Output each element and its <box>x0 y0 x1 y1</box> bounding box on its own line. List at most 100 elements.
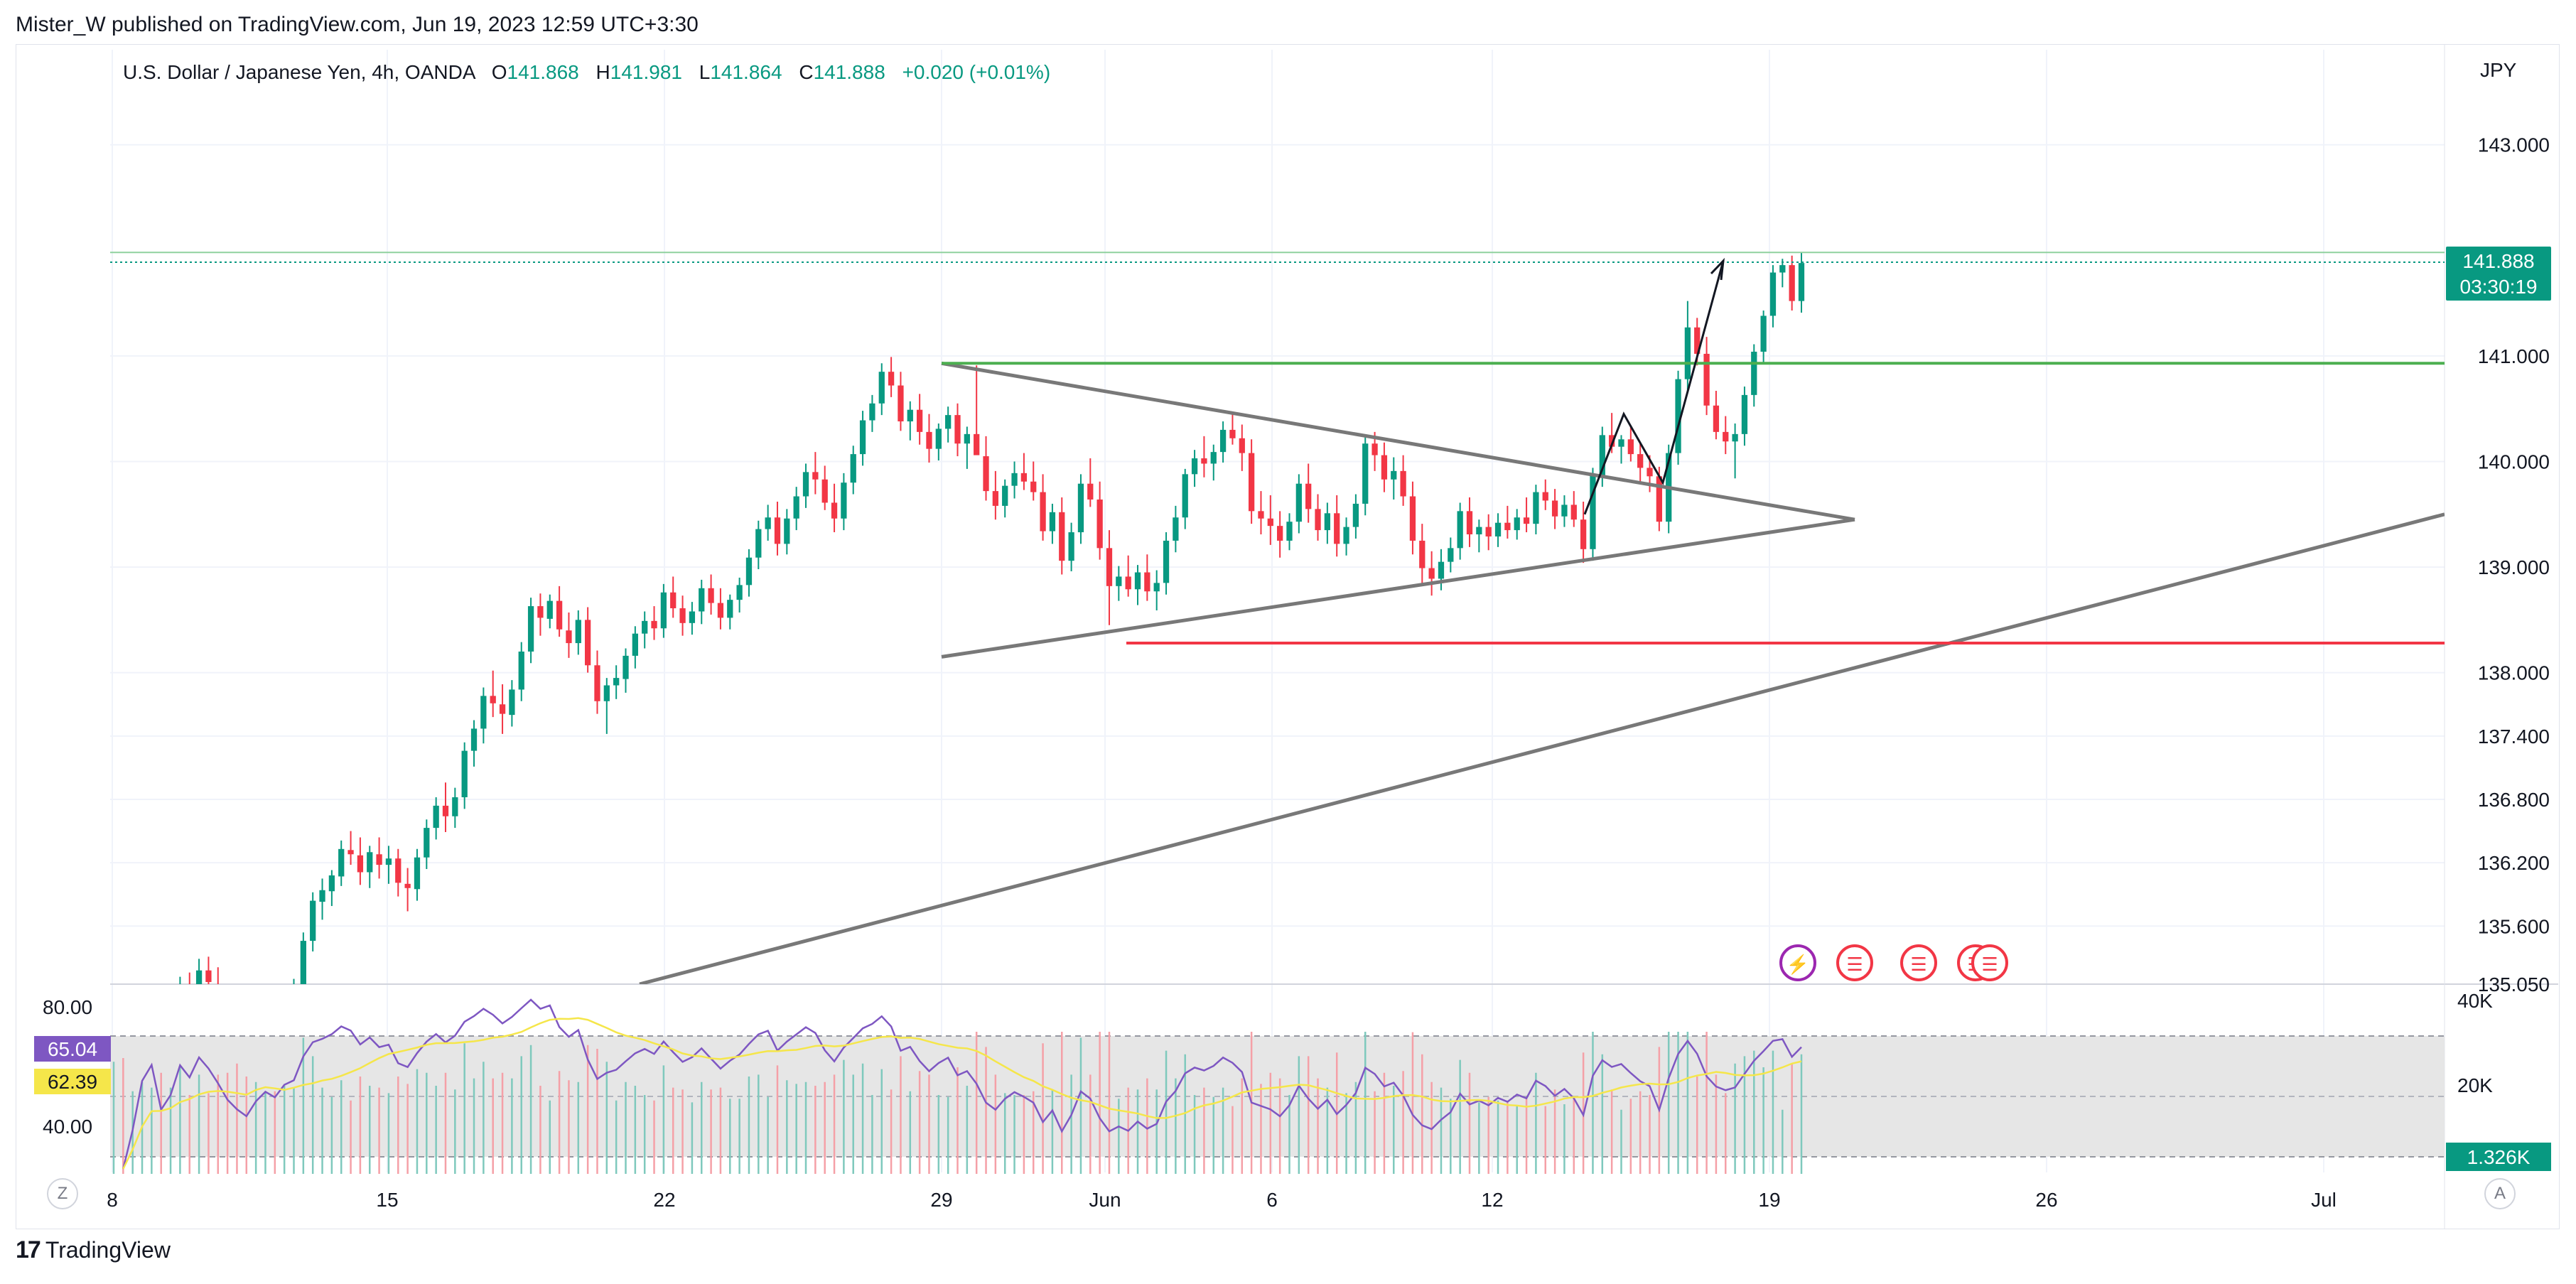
rsi-line <box>122 998 1802 1170</box>
bar-countdown: 03:30:19 <box>2460 276 2538 298</box>
footer-brand[interactable]: TradingView <box>45 1237 171 1263</box>
candle-body <box>310 900 316 942</box>
candle-body <box>272 1014 278 1023</box>
candle-body <box>784 518 790 544</box>
candle-body <box>623 655 629 679</box>
candle-body <box>1741 394 1748 434</box>
candle-body <box>1590 475 1596 549</box>
candle-body <box>1599 435 1605 475</box>
candle-body <box>926 431 932 449</box>
time-tick-label: 26 <box>2035 1189 2057 1211</box>
candle-body <box>376 854 382 865</box>
candle-body <box>869 403 875 421</box>
close-value: 141.888 <box>813 61 885 83</box>
candle-body <box>1106 548 1113 586</box>
volume-tick-label: 20K <box>2457 1074 2493 1096</box>
triangle-lower-trendline <box>941 517 1855 659</box>
candle-body <box>1419 540 1426 568</box>
candle-body <box>1504 522 1511 531</box>
volume-tick-label: 40K <box>2457 990 2493 1012</box>
candle-body <box>1627 439 1634 455</box>
candle-body <box>1514 517 1520 531</box>
candle-body <box>1466 511 1473 535</box>
time-tick-label: 15 <box>376 1189 398 1211</box>
candle-body <box>1352 503 1359 527</box>
volume-last-value: 1.326K <box>2467 1146 2531 1168</box>
candle-body <box>935 428 942 449</box>
close-label: C <box>799 61 814 83</box>
candle-body <box>328 875 335 892</box>
candle-body <box>1305 483 1312 509</box>
candle-body <box>945 415 952 429</box>
candle-body <box>1277 526 1283 541</box>
candle-body <box>1087 483 1094 500</box>
price-tick-label: 138.000 <box>2478 662 2550 684</box>
candle-body <box>442 805 449 816</box>
candle-body <box>1096 499 1103 549</box>
candle-body <box>509 689 515 716</box>
candle-body <box>1030 481 1037 492</box>
us-flag-event-icon <box>1971 944 2008 981</box>
price-tick-label: 135.600 <box>2478 915 2550 937</box>
candle-body <box>215 984 221 1000</box>
candle-body <box>1381 455 1388 480</box>
candle-body <box>480 696 487 729</box>
candle-body <box>338 848 345 877</box>
candle-body <box>139 1012 145 1032</box>
candle-body <box>1068 532 1074 561</box>
candle-body <box>546 600 553 619</box>
candle-body <box>1751 351 1757 395</box>
candle-body <box>1675 379 1681 453</box>
candle-body <box>1315 509 1321 531</box>
timezone-button[interactable]: Z <box>47 1178 78 1209</box>
rsi-tick-label: 40.00 <box>43 1116 92 1138</box>
candle-body <box>1163 540 1170 583</box>
candle-body <box>187 989 193 998</box>
candle-body <box>527 606 534 652</box>
candle-body <box>812 472 819 480</box>
candle-body <box>1239 438 1245 453</box>
candle-body <box>651 620 657 629</box>
symbol-name[interactable]: U.S. Dollar / Japanese Yen, 4h, OANDA <box>123 61 475 83</box>
candle-body <box>499 704 506 714</box>
candle-body <box>1229 429 1236 438</box>
candle-body <box>1523 517 1530 524</box>
candle-body <box>1542 492 1548 501</box>
candle-body <box>1248 453 1255 512</box>
candle-body <box>878 372 885 404</box>
rsi-value-tag <box>34 1036 111 1062</box>
auto-scale-button[interactable]: A <box>2484 1178 2516 1209</box>
candle-body <box>1723 431 1729 442</box>
candle-body <box>1002 485 1008 506</box>
footer: 17 TradingView <box>16 1236 171 1264</box>
candle-body <box>594 665 600 701</box>
candle-body <box>1618 439 1624 447</box>
candle-body <box>888 372 895 386</box>
candle-body <box>1371 443 1378 455</box>
candle-body <box>1637 454 1644 468</box>
candle-body <box>859 420 866 455</box>
candle-body <box>907 409 913 422</box>
open-value: 141.868 <box>507 61 579 83</box>
candle-body <box>177 988 183 1020</box>
time-tick-label: Jun <box>1089 1189 1121 1211</box>
candle-body <box>765 517 771 529</box>
candle-body <box>1570 505 1577 520</box>
price-tick-label: 139.000 <box>2478 556 2550 578</box>
chart-frame <box>16 44 2560 1229</box>
candle-body <box>300 941 306 984</box>
change-value: +0.020 (+0.01%) <box>902 61 1051 83</box>
publisher-header: Mister_W published on TradingView.com, J… <box>16 13 699 36</box>
price-tick-label: 140.000 <box>2478 451 2550 473</box>
candle-body <box>1116 576 1122 586</box>
candle-body <box>1391 470 1397 480</box>
time-tick-label: 19 <box>1758 1189 1780 1211</box>
candle-body <box>1201 458 1207 464</box>
candle-body <box>1551 500 1558 517</box>
candle-body <box>745 557 753 586</box>
candle-body <box>584 620 591 666</box>
candle-body <box>168 1018 173 1030</box>
candle-body <box>414 857 421 890</box>
candle-body <box>1040 492 1046 532</box>
